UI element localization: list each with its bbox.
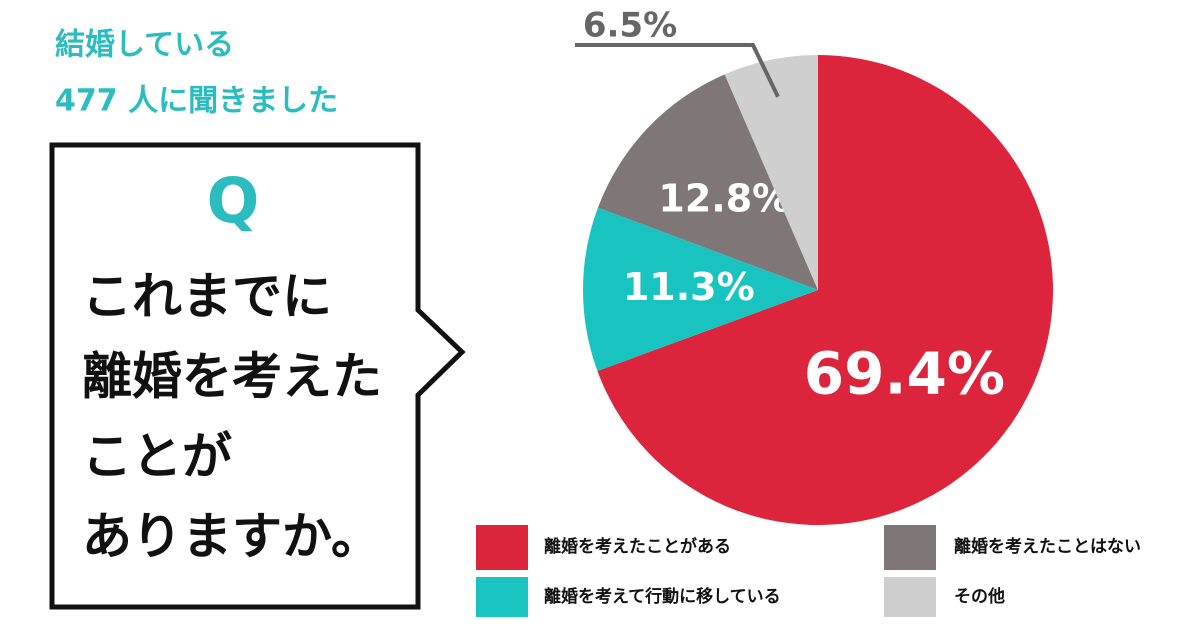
- legend-swatch: [884, 577, 936, 617]
- pie-slice: [597, 55, 1053, 525]
- header-line: 477 人に聞きました: [55, 84, 338, 119]
- data-label: 12.8%: [658, 176, 790, 220]
- legend-swatch: [476, 525, 528, 570]
- pie-slice: [597, 74, 818, 290]
- data-label: 6.5%: [583, 6, 677, 46]
- data-label: 69.4%: [804, 339, 1005, 407]
- question-line: ことが: [82, 428, 232, 486]
- legend-label: 離婚を考えたことがある: [544, 536, 731, 557]
- pie-slice: [724, 55, 818, 290]
- legend-label: 離婚を考えて行動に移している: [544, 586, 781, 607]
- legend-swatch: [884, 525, 936, 570]
- legend-swatch: [476, 577, 528, 617]
- legend-label: 離婚を考えたことはない: [954, 536, 1141, 557]
- leader-line: [575, 43, 780, 98]
- question-line: 離婚を考えた: [82, 348, 382, 406]
- header-line: 結婚している: [55, 28, 234, 63]
- speech-bubble: [49, 142, 466, 610]
- question-line: これまでに: [82, 268, 332, 326]
- data-label: 11.3%: [623, 265, 755, 309]
- question-line: ありますか。: [82, 508, 381, 566]
- question-mark: Q: [207, 164, 260, 237]
- legend-label: その他: [954, 586, 1005, 607]
- pie-slice: [582, 207, 818, 371]
